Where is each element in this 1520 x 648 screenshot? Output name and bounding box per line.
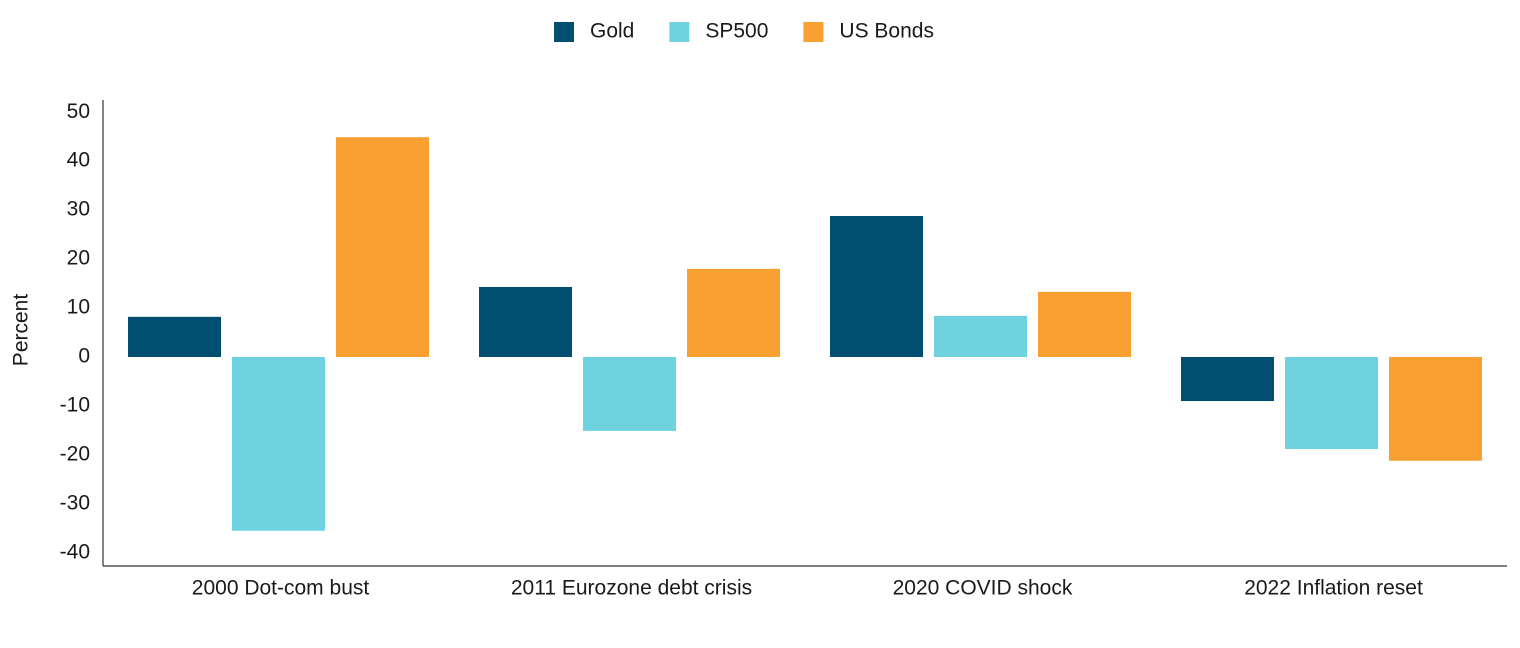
legend-swatch [803, 22, 824, 42]
y-tick-label: -40 [60, 540, 90, 563]
bar [687, 268, 780, 357]
bar [479, 286, 572, 357]
x-tick-label: 2022 Inflation reset [1244, 577, 1423, 600]
legend-label: US Bonds [839, 20, 934, 43]
x-tick-label: 2020 COVID shock [893, 577, 1073, 600]
bar [1285, 356, 1378, 450]
y-tick-label: -20 [60, 442, 90, 465]
bar [934, 315, 1027, 357]
y-tick-label: -10 [60, 393, 90, 416]
y-tick-label: -30 [60, 491, 90, 514]
legend-label: SP500 [705, 20, 768, 43]
bar [1038, 291, 1131, 357]
y-tick-label: 40 [67, 149, 90, 172]
legend-swatch [669, 22, 690, 42]
bar [1181, 356, 1274, 402]
bar [830, 216, 923, 357]
y-tick-label: 0 [78, 345, 90, 368]
y-tick-label: 20 [67, 247, 90, 270]
x-tick-label: 2000 Dot-com bust [192, 577, 370, 600]
legend-swatch [554, 22, 574, 42]
y-tick-label: 50 [67, 100, 90, 123]
legend-label: Gold [590, 20, 634, 43]
bar [232, 356, 325, 531]
y-tick-label: 30 [67, 198, 90, 221]
bar [1389, 356, 1482, 461]
bar [583, 356, 676, 431]
y-axis-label: Percent [10, 294, 33, 367]
y-tick-label: 10 [67, 296, 90, 319]
x-tick-label: 2011 Eurozone debt crisis [511, 577, 752, 600]
bar [128, 316, 221, 357]
bar [336, 137, 429, 357]
